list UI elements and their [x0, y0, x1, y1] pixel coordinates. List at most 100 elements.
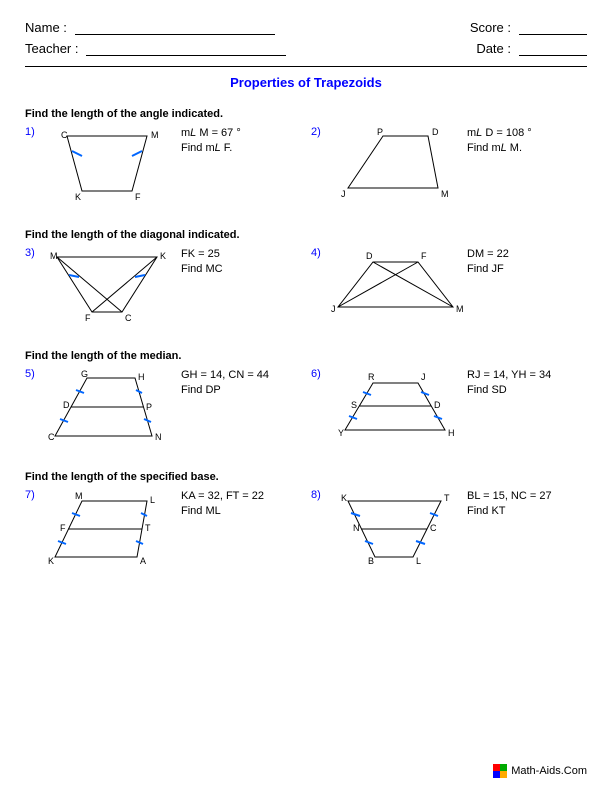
svg-text:G: G — [81, 369, 88, 379]
problem-info: BL = 15, NC = 27Find KT — [467, 489, 587, 574]
svg-text:J: J — [421, 372, 426, 382]
problem-number: 7) — [25, 489, 43, 574]
find-text: Find mL F. — [181, 141, 301, 156]
svg-text:M: M — [151, 130, 159, 140]
section-header: Find the length of the angle indicated. — [25, 108, 587, 120]
svg-text:K: K — [75, 192, 81, 202]
problem: 4) D F M J DM = 22Find JF — [311, 247, 587, 332]
svg-text:D: D — [432, 127, 439, 137]
svg-text:M: M — [75, 491, 83, 501]
problem-number: 8) — [311, 489, 329, 574]
svg-text:M: M — [456, 304, 464, 314]
section-header: Find the length of the specified base. — [25, 471, 587, 483]
problems-row: 7)M L A K F T KA = 32, FT = 22Find ML 8) K T L B N C B… — [25, 489, 587, 574]
name-field: Name : — [25, 20, 275, 35]
svg-text:F: F — [135, 192, 141, 202]
svg-text:N: N — [353, 523, 360, 533]
svg-text:C: C — [48, 432, 55, 442]
svg-text:S: S — [351, 400, 357, 410]
name-line — [75, 22, 275, 35]
given-text: DM = 22 — [467, 247, 587, 262]
problem: 2) P D M JmL D = 108 °Find mL M. — [311, 126, 587, 211]
svg-text:H: H — [138, 372, 145, 382]
svg-text:B: B — [368, 556, 374, 566]
problems-row: 1)CMFKmL M = 67 °Find mL F.2)PDMJmL D = … — [25, 126, 587, 211]
figure: D F M J — [333, 247, 463, 332]
footer: Math-Aids.Com — [493, 764, 587, 778]
svg-text:F: F — [85, 313, 91, 323]
svg-text:Y: Y — [338, 428, 344, 438]
given-text: BL = 15, NC = 27 — [467, 489, 587, 504]
score-label: Score : — [470, 20, 511, 35]
svg-text:T: T — [444, 493, 450, 503]
find-text: Find DP — [181, 383, 301, 398]
problem-number: 2) — [311, 126, 329, 211]
header-row-1: Name : Score : — [25, 20, 587, 35]
find-text: Find MC — [181, 262, 301, 277]
find-text: Find JF — [467, 262, 587, 277]
svg-text:D: D — [434, 400, 441, 410]
problems-row: 3)MKCFFK = 25Find MC4)DFMJDM = 22Find JF — [25, 247, 587, 332]
figure: M L A K F T — [47, 489, 177, 574]
problem: 1) C M F KmL M = 67 °Find mL F. — [25, 126, 301, 211]
svg-text:P: P — [146, 402, 152, 412]
svg-text:C: C — [61, 130, 68, 140]
figure: R J H Y S D — [333, 368, 463, 453]
svg-text:H: H — [448, 428, 455, 438]
problem: 3)MKCFFK = 25Find MC — [25, 247, 301, 332]
header-divider — [25, 66, 587, 67]
sections-container: Find the length of the angle indicated. 1… — [25, 108, 587, 574]
problem-info: RJ = 14, YH = 34Find SD — [467, 368, 587, 453]
figure: MKCF — [47, 247, 177, 332]
svg-text:P: P — [377, 127, 383, 137]
svg-text:K: K — [160, 251, 166, 261]
teacher-field: Teacher : — [25, 41, 286, 56]
problem-number: 1) — [25, 126, 43, 211]
problem-info: DM = 22Find JF — [467, 247, 587, 332]
problem: 5)GHNCDPGH = 14, CN = 44Find DP — [25, 368, 301, 453]
find-text: Find SD — [467, 383, 587, 398]
svg-text:M: M — [50, 251, 58, 261]
date-label: Date : — [476, 41, 511, 56]
problem-number: 4) — [311, 247, 329, 332]
problem-info: FK = 25Find MC — [181, 247, 301, 332]
figure: KTLBNC — [333, 489, 463, 574]
given-text: GH = 14, CN = 44 — [181, 368, 301, 383]
find-text: Find KT — [467, 504, 587, 519]
given-text: RJ = 14, YH = 34 — [467, 368, 587, 383]
page-title: Properties of Trapezoids — [25, 75, 587, 90]
svg-text:N: N — [155, 432, 162, 442]
svg-text:C: C — [430, 523, 437, 533]
section-header: Find the length of the diagonal indicate… — [25, 229, 587, 241]
teacher-label: Teacher : — [25, 41, 78, 56]
name-label: Name : — [25, 20, 67, 35]
svg-text:R: R — [368, 372, 375, 382]
problem: 6) R J H Y S D RJ = 14, YH = 34Find SD — [311, 368, 587, 453]
problem: 8)KTLBNCBL = 15, NC = 27Find KT — [311, 489, 587, 574]
figure: P D M J — [333, 126, 463, 211]
svg-text:F: F — [421, 251, 427, 261]
find-text: Find ML — [181, 504, 301, 519]
problem-number: 6) — [311, 368, 329, 453]
svg-text:A: A — [140, 556, 146, 566]
svg-text:M: M — [441, 189, 449, 199]
problem-info: GH = 14, CN = 44Find DP — [181, 368, 301, 453]
svg-text:J: J — [341, 189, 346, 199]
problems-row: 5)GHNCDPGH = 14, CN = 44Find DP6)RJHYSDR… — [25, 368, 587, 453]
given-text: KA = 32, FT = 22 — [181, 489, 301, 504]
problem-info: mL D = 108 °Find mL M. — [467, 126, 587, 211]
svg-text:T: T — [145, 523, 151, 533]
score-line — [519, 22, 587, 35]
find-text: Find mL M. — [467, 141, 587, 156]
svg-text:J: J — [331, 304, 336, 314]
svg-text:D: D — [63, 400, 70, 410]
svg-text:D: D — [366, 251, 373, 261]
given-text: mL D = 108 ° — [467, 126, 587, 141]
problem-info: mL M = 67 °Find mL F. — [181, 126, 301, 211]
footer-icon — [493, 764, 507, 778]
svg-text:L: L — [150, 495, 155, 505]
given-text: mL M = 67 ° — [181, 126, 301, 141]
svg-text:K: K — [48, 556, 54, 566]
svg-text:F: F — [60, 523, 66, 533]
footer-text: Math-Aids.Com — [511, 765, 587, 777]
